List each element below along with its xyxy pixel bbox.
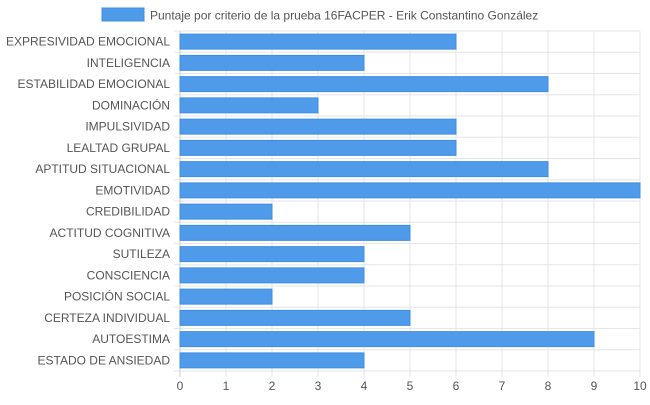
legend-label[interactable]: Puntaje por criterio de la prueba 16FACP… xyxy=(150,9,538,23)
x-tick-label: 1 xyxy=(223,379,230,393)
legend-swatch[interactable] xyxy=(101,7,145,22)
category-label: EXPRESIVIDAD EMOCIONAL xyxy=(6,35,170,49)
bar[interactable] xyxy=(179,203,273,220)
bar[interactable] xyxy=(179,54,365,71)
x-tick-label: 9 xyxy=(591,379,598,393)
bar[interactable] xyxy=(179,267,365,284)
x-tick-labels: 0 1 2 3 4 5 6 7 8 9 10 xyxy=(177,379,647,393)
bar[interactable] xyxy=(179,224,411,241)
category-label: POSICIÓN SOCIAL xyxy=(64,289,170,304)
bar[interactable] xyxy=(179,246,365,263)
x-tick-label: 4 xyxy=(361,379,368,393)
category-label: LEALTAD GRUPAL xyxy=(67,141,171,155)
bar[interactable] xyxy=(179,97,319,114)
x-tick-label: 10 xyxy=(633,379,647,393)
bar[interactable] xyxy=(179,76,549,93)
category-label: APTITUD SITUACIONAL xyxy=(35,162,170,176)
category-labels: EXPRESIVIDAD EMOCIONAL INTELIGENCIA ESTABI… xyxy=(6,35,170,368)
category-label: AUTOESTIMA xyxy=(92,332,170,346)
bar[interactable] xyxy=(179,182,641,199)
category-label: ESTADO DE ANSIEDAD xyxy=(38,353,171,367)
x-tick-label: 2 xyxy=(269,379,276,393)
legend[interactable]: Puntaje por criterio de la prueba 16FACP… xyxy=(101,7,538,23)
bar[interactable] xyxy=(179,309,411,326)
category-label: CONSCIENCIA xyxy=(87,268,170,282)
category-label: IMPULSIVIDAD xyxy=(85,120,170,134)
category-label: DOMINACIÓN xyxy=(92,97,170,112)
bar[interactable] xyxy=(179,33,457,50)
bar[interactable] xyxy=(179,161,549,178)
x-tick-label: 8 xyxy=(545,379,552,393)
x-tick-label: 3 xyxy=(315,379,322,393)
category-label: ESTABILIDAD EMOCIONAL xyxy=(18,77,171,91)
bar[interactable] xyxy=(179,139,457,156)
x-tick-label: 0 xyxy=(177,379,184,393)
category-label: INTELIGENCIA xyxy=(87,56,170,70)
x-tick-label: 5 xyxy=(407,379,414,393)
bars xyxy=(179,33,641,369)
category-label: CERTEZA INDIVIDUAL xyxy=(44,311,170,325)
category-label: SUTILEZA xyxy=(113,247,170,261)
category-label: EMOTIVIDAD xyxy=(95,183,170,197)
category-label: CREDIBILIDAD xyxy=(86,205,170,219)
bar[interactable] xyxy=(179,288,273,305)
bar[interactable] xyxy=(179,118,457,135)
bar[interactable] xyxy=(179,352,365,369)
category-label: ACTITUD COGNITIVA xyxy=(50,226,170,240)
bar[interactable] xyxy=(179,331,595,348)
x-tick-label: 6 xyxy=(453,379,460,393)
x-tick-label: 7 xyxy=(499,379,506,393)
